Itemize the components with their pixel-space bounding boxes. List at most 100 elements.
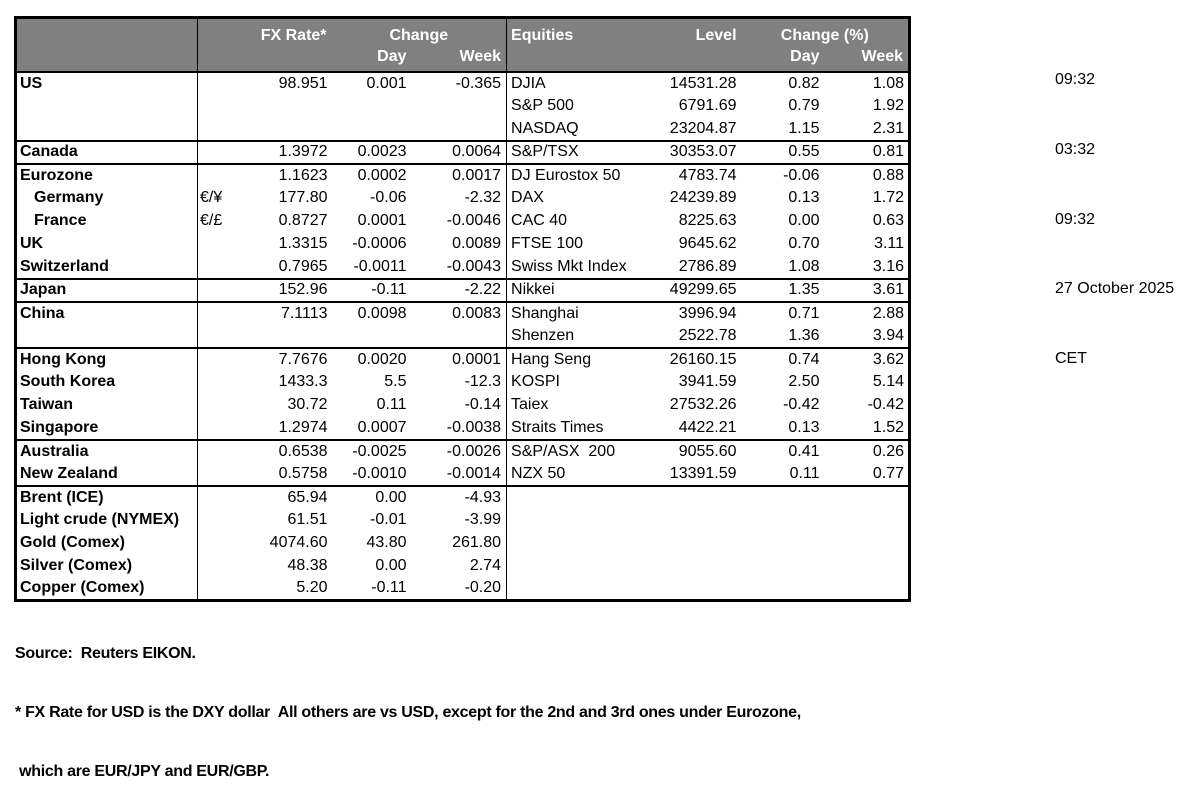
equity-day-change-cell: 0.79: [788, 97, 820, 114]
fx-rate-cell: 30.72: [287, 396, 328, 413]
fx-rate-cell: 1.3315: [278, 235, 328, 252]
fx-country-cell: US: [15, 71, 198, 95]
fx-week-change-cell: -2.22: [411, 277, 508, 302]
fx-rate-cell: 0.5758: [278, 464, 328, 482]
equity-name-cell: NZX 50: [511, 464, 566, 482]
fx-country-cell: Canada: [15, 139, 198, 164]
equity-day-change-cell: 0.82: [788, 74, 820, 92]
equity-name-cell: S&P/ASX 200: [506, 438, 642, 463]
fx-week-change-cell: 0.0089: [411, 232, 508, 256]
table-row: Light crude (NYMEX) 61.51 -0.01 -3.99: [15, 508, 910, 532]
level-column-header: Level: [641, 17, 742, 48]
table-row: NASDAQ 23204.87 1.15 2.31: [15, 117, 910, 141]
blank-header-cell: [506, 47, 642, 73]
equity-day-change-cell: [742, 555, 825, 578]
fx-country-cell: Japan: [15, 277, 198, 302]
table-row: S&P 500 6791.69 0.79 1.92: [15, 94, 910, 118]
equity-name-cell: Shenzen: [511, 326, 575, 344]
equity-level-cell: 13391.59: [669, 464, 737, 482]
fx-week-change-cell: -12.3: [411, 370, 508, 394]
table-row: Shenzen 2522.78 1.36 3.94: [15, 324, 910, 348]
equity-name-cell: [507, 509, 642, 532]
fx-week-change-cell: -0.0026: [411, 438, 508, 463]
equity-name-cell: KOSPI: [511, 373, 560, 390]
equity-week-change-cell: [824, 484, 910, 509]
equity-week-change-cell: 1.52: [872, 418, 905, 436]
fx-week-change-cell: -0.0038: [411, 416, 508, 440]
equity-name-cell: DAX: [511, 189, 544, 206]
market-summary-table: FX Rate* Change Equities Level Change (%…: [14, 16, 912, 602]
blank-header-cell: [197, 47, 332, 73]
fx-pair-cell: [198, 509, 232, 532]
equity-name-cell: [507, 555, 642, 578]
equity-week-change-cell: 0.81: [824, 139, 910, 164]
blank-header-cell: [641, 47, 742, 73]
fx-country-cell: South Korea: [15, 370, 198, 394]
equity-level-cell: [641, 484, 742, 509]
fx-day-change-cell: 0.00: [331, 484, 412, 509]
fx-country-cell: Hong Kong: [15, 346, 198, 371]
date-line: 27 October 2025: [1055, 280, 1175, 298]
equity-level-cell: 23204.87: [669, 119, 737, 137]
table-row: Copper (Comex) 5.20 -0.11 -0.20: [15, 577, 910, 601]
equity-level-cell: 2786.89: [678, 257, 737, 275]
page: { "timestamps": ["09:32", "03:32", "09:3…: [14, 16, 1175, 780]
equity-level-cell: [642, 555, 742, 578]
fx-week-change-cell: -0.0014: [411, 462, 508, 486]
fx-rate-cell: 1433.3: [278, 373, 328, 390]
equity-week-change-cell: -0.42: [867, 396, 905, 413]
fx-pair-cell: [198, 256, 232, 279]
fx-pair-cell: [197, 346, 232, 371]
fx-rate-cell: [232, 118, 332, 141]
fx-change-group-header: Change: [331, 17, 508, 48]
equity-level-cell: 9055.60: [641, 438, 742, 463]
equity-week-change-cell: 0.63: [872, 212, 905, 229]
equity-week-change-cell: 1.08: [872, 74, 905, 92]
fx-rate-cell: 65.94: [231, 484, 332, 509]
equity-day-change-cell: 1.15: [788, 119, 820, 137]
equity-week-change-cell: 2.88: [824, 300, 910, 325]
table-row: US 98.951 0.001 -0.365 DJIA 14531.28 0.82 1.08: [15, 71, 910, 95]
equity-name-cell: Shanghai: [506, 300, 642, 325]
fx-week-column-header: Week: [411, 47, 508, 73]
timestamp-line-1: 09:32: [1055, 71, 1096, 89]
fx-day-change-cell: -0.11: [371, 579, 407, 597]
fx-country-cell: UK: [15, 232, 198, 256]
footnote-line-2: which are EUR/JPY and EUR/GBP.: [15, 763, 270, 780]
equity-day-change-cell: -0.06: [741, 162, 825, 187]
fx-country-cell: Taiwan: [15, 393, 198, 417]
fx-day-change-cell: 0.0020: [331, 346, 412, 371]
fx-rate-column-header: FX Rate*: [197, 17, 332, 48]
equity-name-cell: [507, 532, 642, 555]
fx-rate-cell: 1.2974: [278, 418, 328, 436]
fx-country-cell: [15, 94, 198, 118]
equity-day-change-cell: 0.41: [741, 438, 825, 463]
table-row: New Zealand 0.5758 -0.0010 -0.0014 NZX 50 133…: [15, 462, 910, 486]
table-row: South Korea 1433.3 5.5 -12.3 KOSPI 3941.59 2.5…: [15, 370, 910, 394]
fx-rate-cell: 1.3972: [231, 139, 332, 164]
fx-pair-cell: [197, 484, 232, 509]
equity-name-cell: Swiss Mkt Index: [511, 257, 627, 275]
equity-day-change-cell: 0.55: [741, 139, 825, 164]
equity-level-cell: 6791.69: [678, 97, 737, 114]
equities-change-group-header: Change (%): [741, 17, 910, 48]
fx-rate-cell: 61.51: [287, 511, 328, 528]
table-row: Brent (ICE) 65.94 0.00 -4.93: [15, 484, 910, 509]
table-row: Australia 0.6538 -0.0025 -0.0026 S&P/ASX 200…: [15, 438, 910, 463]
equity-level-cell: 3996.94: [641, 300, 742, 325]
timestamp-line-3: 09:32: [1055, 210, 1096, 228]
equity-week-change-cell: 0.88: [824, 162, 910, 187]
fx-pair-cell: [197, 300, 232, 325]
equity-week-change-cell: 5.14: [872, 373, 905, 390]
table-row: France €/£ 0.8727 0.0001 -0.0046 CAC 40 8225.6…: [15, 209, 910, 233]
corner-header-cell-2: [15, 47, 198, 73]
equity-week-change-cell: 2.31: [872, 119, 905, 137]
equity-day-change-cell: 1.36: [788, 326, 820, 344]
fx-rate-cell: 7.7676: [231, 346, 332, 371]
fx-week-change-cell: -0.14: [411, 393, 508, 417]
fx-pair-cell: [198, 118, 232, 141]
equity-level-cell: 49299.65: [641, 277, 742, 302]
header-row-groups: FX Rate* Change Equities Level Change (%…: [15, 17, 910, 48]
table-row: China 7.1113 0.0098 0.0083 Shanghai 3996.94 0.…: [15, 300, 910, 325]
equity-level-cell: [642, 509, 742, 532]
